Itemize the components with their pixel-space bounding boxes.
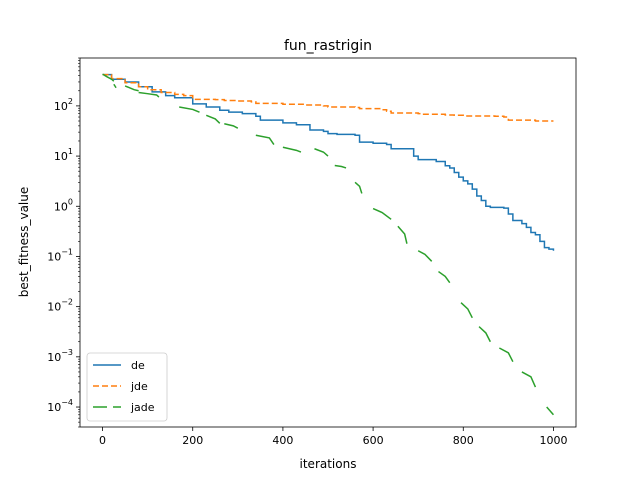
y-tick-label: 10−4 [47,398,73,414]
series-layer [102,73,555,416]
series-jade [102,73,555,416]
legend-label-jade: jade [130,401,155,414]
y-tick-base: 10 [54,100,68,113]
series-line-jade [521,371,537,388]
y-tick-exponent: −4 [61,398,73,407]
legend-box [86,352,168,422]
x-tick-label: 200 [182,434,203,447]
series-line-jade [282,146,302,153]
x-tick-label: 400 [272,434,293,447]
legend: de jde jade [86,352,168,422]
y-tick-base: 10 [54,150,68,163]
series-line-jade [460,302,473,319]
y-tick-exponent: 2 [68,97,73,106]
y-tick-exponent: 0 [68,197,73,206]
y-tick-label: 100 [54,197,73,213]
series-line-jade [314,148,329,157]
series-line-jade [397,225,408,244]
axes-frame [79,57,577,428]
y-tick-exponent: −2 [61,298,73,307]
series-jde [102,73,554,122]
y-tick-label: 10−2 [47,298,73,314]
y-tick-base: 10 [47,301,61,314]
series-line-jade [224,123,239,129]
series-line-jade [498,347,514,363]
y-tick-base: 10 [47,401,61,414]
series-line-jade [179,106,200,113]
series-line-jade [354,181,363,194]
chart-title: fun_rastrigin [284,38,372,54]
series-line-jade [438,270,451,284]
series-line-jade [372,207,392,220]
y-tick-exponent: −1 [61,247,73,256]
y-tick-base: 10 [47,250,61,263]
series-line-jade [205,114,221,124]
y-tick-label: 10−1 [47,247,73,263]
plot-area [79,57,577,428]
y-tick-label: 102 [54,97,73,113]
series-line-jade [417,250,433,262]
series-line-jade [138,91,160,98]
series-line-jade [255,134,275,145]
y-tick-base: 10 [47,351,61,364]
series-line-jade [124,85,139,92]
series-line-jde [102,73,554,122]
series-de [102,73,555,251]
series-line-jade [334,164,347,169]
y-tick-label: 101 [54,147,73,163]
y-tick-label: 10−3 [47,348,73,364]
series-line-jade [478,326,491,343]
series-line-de [102,73,555,251]
x-axis-label: iterations [300,457,357,471]
y-axis-label: best_fitness_value [17,187,31,298]
series-line-jade [113,83,117,89]
x-tick-label: 800 [453,434,474,447]
x-axis-ticks: 0 200 400 600 800 1000 [99,427,567,447]
y-tick-exponent: −3 [61,348,73,357]
x-tick-label: 0 [99,434,106,447]
legend-label-jde: jde [130,380,148,393]
series-line-jade [102,73,115,82]
legend-label-de: de [131,359,145,372]
x-tick-label: 600 [363,434,384,447]
y-tick-base: 10 [54,200,68,213]
series-line-jade [546,406,555,416]
x-tick-label: 1000 [539,434,567,447]
y-tick-exponent: 1 [68,147,73,156]
